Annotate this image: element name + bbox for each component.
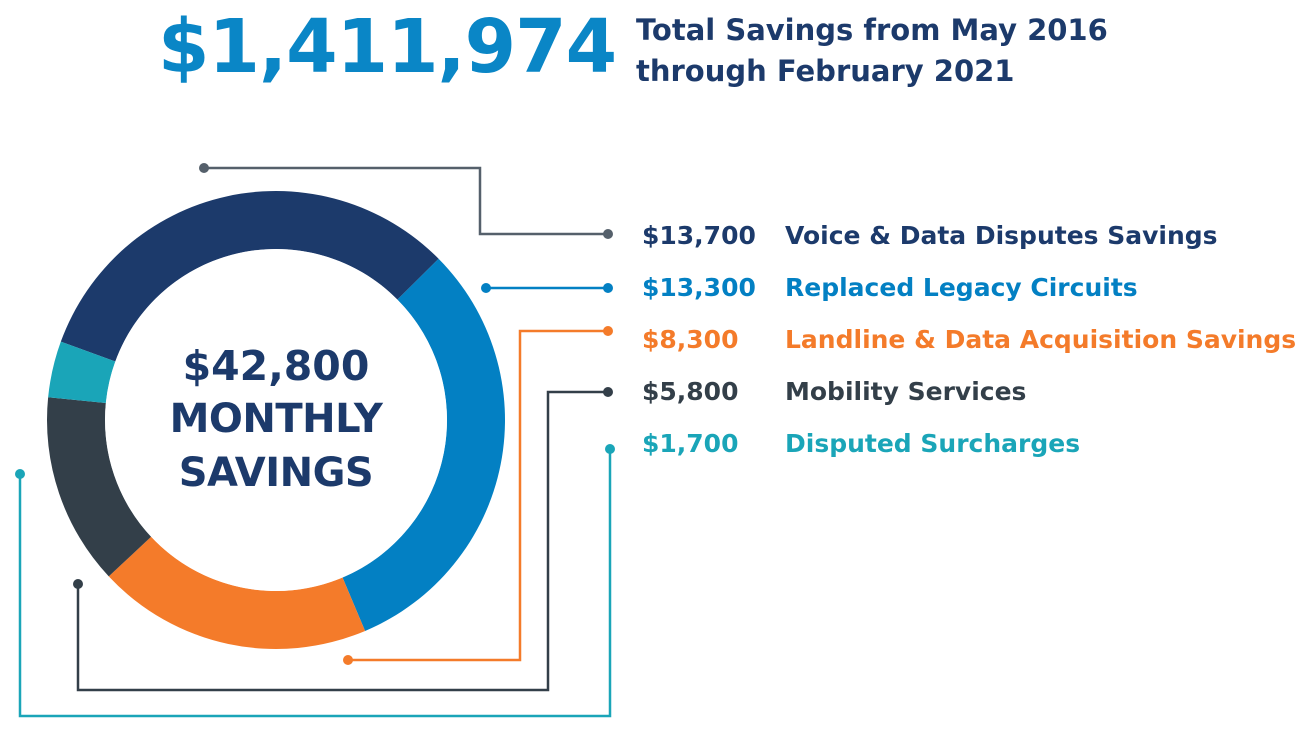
legend-value: $1,700 [642, 429, 739, 458]
monthly-savings-amount: $42,800 [182, 342, 370, 390]
legend-value: $13,700 [642, 221, 756, 250]
legend-row-landline-data: $8,300 Landline & Data Acquisition Saving… [642, 314, 1296, 366]
leader-dot [343, 655, 353, 665]
leader-lines [15, 163, 615, 718]
legend-value: $13,300 [642, 273, 756, 302]
leader-line-surcharges [18, 449, 612, 718]
slice-surcharges [48, 341, 116, 404]
legend-row-legacy-circuits: $13,300 Replaced Legacy Circuits [642, 262, 1296, 314]
leader-line-voice-data [204, 166, 608, 236]
legend-label: Mobility Services [785, 377, 1027, 406]
legend-label: Voice & Data Disputes Savings [785, 221, 1218, 250]
legend-row-voice-data: $13,700 Voice & Data Disputes Savings [642, 210, 1296, 262]
slice-mobility [46, 397, 152, 577]
legend-row-surcharges: $1,700 Disputed Surcharges [642, 418, 1296, 470]
leader-dot [603, 283, 613, 293]
donut-center [125, 269, 427, 571]
slice-voice-data [60, 190, 439, 362]
caption-line-2: through February 2021 [636, 54, 1015, 88]
leader-dot [605, 444, 615, 454]
caption-line-1: Total Savings from May 2016 [636, 13, 1108, 47]
center-label: $42,800 MONTHLY SAVINGS [126, 340, 426, 500]
monthly-label: MONTHLY [169, 396, 383, 442]
total-savings-amount: $1,411,974 [158, 4, 617, 90]
leader-dot [481, 283, 491, 293]
slice-legacy-circuits [342, 258, 505, 631]
leader-dot [603, 229, 613, 239]
leader-dot [73, 579, 83, 589]
legend-row-mobility: $5,800 Mobility Services [642, 366, 1296, 418]
inner-ring [105, 249, 447, 591]
legend-label: Replaced Legacy Circuits [785, 273, 1138, 302]
savings-label: SAVINGS [178, 450, 374, 496]
leader-line-landline-data [348, 329, 608, 662]
legend-label: Disputed Surcharges [785, 429, 1081, 458]
legend-value: $5,800 [642, 377, 739, 406]
legend-label: Landline & Data Acquisition Savings [785, 325, 1297, 354]
leader-dot [603, 326, 613, 336]
leader-dot [603, 387, 613, 397]
leader-line-mobility [76, 390, 608, 692]
donut-slices [46, 190, 505, 649]
total-savings-caption: Total Savings from May 2016 through Febr… [636, 10, 1108, 92]
leader-dot [15, 469, 25, 479]
slice-landline-data [108, 536, 366, 649]
leader-dot [199, 163, 209, 173]
legend-value: $8,300 [642, 325, 739, 354]
legend: $13,700 Voice & Data Disputes Savings $13… [642, 210, 1296, 470]
